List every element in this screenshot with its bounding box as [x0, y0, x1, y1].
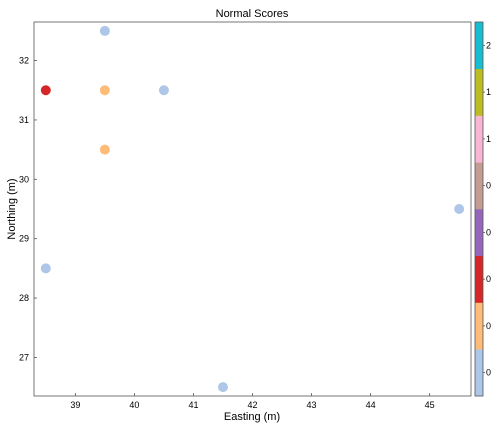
colorbar-tick-label: 0	[486, 181, 491, 191]
x-tick-label: 41	[188, 400, 198, 410]
scatter-point	[40, 263, 51, 274]
colorbar-tick-label: 0	[486, 368, 491, 378]
colorbar-frame	[474, 21, 484, 397]
data-points	[40, 25, 465, 393]
scatter-point	[99, 144, 110, 155]
x-axis-label: Easting (m)	[224, 411, 280, 423]
colorbar: 0 0 0 0 0 1 1 2	[474, 21, 491, 397]
y-tick-label: 29	[19, 234, 29, 244]
colorbar-segment	[475, 162, 483, 210]
y-tick-label: 27	[19, 352, 29, 362]
x-tick-label: 43	[307, 400, 317, 410]
colorbar-tick-label: 1	[486, 87, 491, 97]
colorbar-segment	[475, 209, 483, 257]
scatter-point	[40, 85, 51, 96]
colorbar-segment	[475, 22, 483, 70]
colorbar-tick-label: 1	[486, 134, 491, 144]
colorbar-segment	[475, 115, 483, 163]
colorbar-segment	[475, 302, 483, 350]
colorbar-tick-label: 0	[486, 227, 491, 237]
x-tick-label: 44	[366, 400, 376, 410]
x-tick-label: 40	[129, 400, 139, 410]
scatter-point	[217, 382, 228, 393]
x-axis-ticks: 39 40 41 42 43 44 45	[70, 393, 435, 410]
colorbar-tick-label: 0	[486, 321, 491, 331]
colorbar-segment	[475, 349, 483, 397]
colorbar-segment	[475, 255, 483, 303]
scatter-point	[158, 85, 169, 96]
scatter-point	[454, 204, 465, 214]
y-tick-label: 32	[19, 56, 29, 66]
y-tick-label: 30	[19, 174, 29, 184]
plot-frame	[33, 21, 472, 397]
y-axis-label: Northing (m)	[6, 178, 18, 239]
scatter-point	[99, 25, 110, 36]
colorbar-tick-label: 2	[486, 40, 491, 50]
x-tick-label: 45	[425, 400, 435, 410]
scatter-point	[99, 85, 110, 96]
y-axis-ticks: 27 28 29 30 31 32	[19, 56, 37, 362]
y-tick-label: 31	[19, 115, 29, 125]
x-tick-label: 39	[70, 400, 80, 410]
colorbar-tick-label: 0	[486, 274, 491, 284]
x-tick-label: 42	[247, 400, 257, 410]
colorbar-segment	[475, 68, 483, 116]
y-tick-label: 28	[19, 293, 29, 303]
chart-title: Normal Scores	[216, 8, 289, 20]
